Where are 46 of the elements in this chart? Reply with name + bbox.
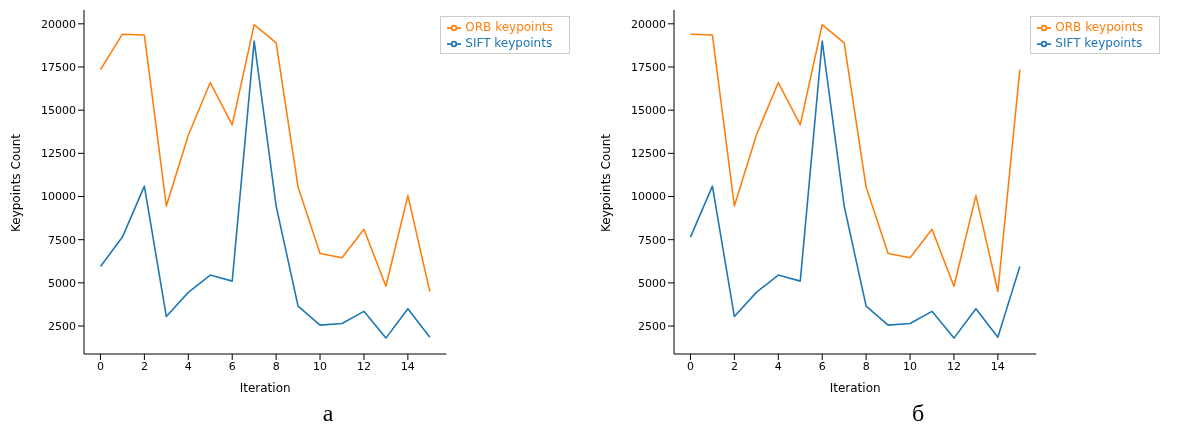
legend-label: SIFT keypoints [1055,36,1143,50]
x-tick-label: 8 [272,359,280,373]
y-tick-label: 10000 [41,190,76,204]
x-tick-label: 2 [730,359,738,373]
y-axis-title: Keypoints Count [9,133,24,232]
y-tick-label: 15000 [631,104,666,118]
legend-label: ORB keypoints [1055,20,1143,34]
line-series [99,40,431,339]
x-tick-label: 6 [818,359,826,373]
y-tick-label: 17500 [41,60,76,74]
x-tick-label: 4 [184,359,192,373]
x-tick-label: 0 [96,359,104,373]
text: а [321,400,335,427]
x-tick-label: 12 [356,359,371,373]
x-tick-label: 8 [862,359,870,373]
y-tick-label: 2500 [48,319,76,333]
y-tick-label: 5000 [638,276,666,290]
text: б [910,400,926,427]
y-tick-label: 15000 [41,104,76,118]
x-tick-label: 12 [946,359,961,373]
y-tick-label: 5000 [48,276,76,290]
x-tick-label: 0 [686,359,694,373]
line-series [689,23,1021,293]
x-axis-title: Iteration [829,381,881,395]
y-tick-label: 2500 [638,319,666,333]
y-tick-label: 12500 [41,147,76,161]
x-tick-label: 10 [313,359,328,373]
y-tick-label: 20000 [631,17,666,31]
x-tick-label: 4 [774,359,782,373]
y-tick-label: 7500 [638,233,666,247]
y-tick-label: 7500 [48,233,76,247]
y-tick-label: 20000 [41,17,76,31]
line-series [99,23,431,293]
x-tick-label: 14 [400,359,415,373]
y-axis-title: Keypoints Count [599,133,614,232]
x-tick-label: 6 [228,359,236,373]
y-tick-label: 10000 [631,190,666,204]
x-tick-label: 10 [903,359,918,373]
x-axis-title: Iteration [239,381,291,395]
line-series [689,40,1021,339]
y-tick-label: 12500 [631,147,666,161]
x-tick-label: 2 [140,359,148,373]
legend-label: SIFT keypoints [465,36,553,50]
x-tick-label: 14 [990,359,1005,373]
y-tick-label: 17500 [631,60,666,74]
legend-label: ORB keypoints [465,20,553,34]
